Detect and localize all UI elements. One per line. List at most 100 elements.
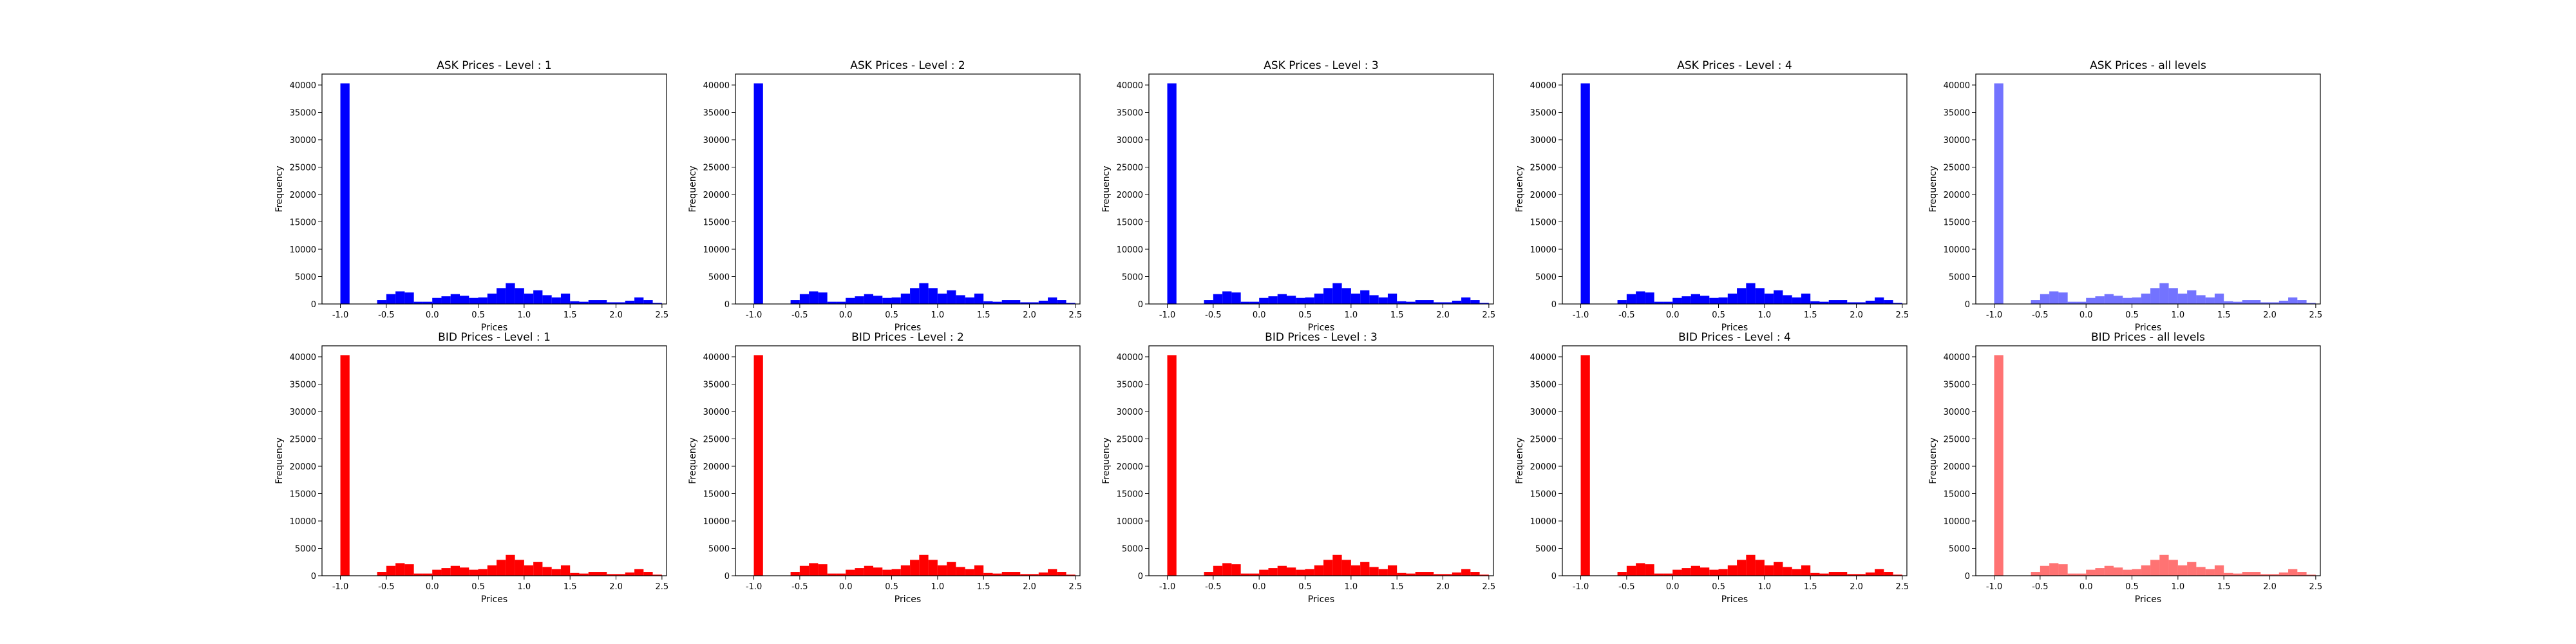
histogram-bar [947,290,956,304]
histogram-bar [2242,300,2251,304]
histogram-bar [846,569,855,576]
x-axis-label: Prices [2135,594,2161,605]
histogram-bar [2233,301,2242,304]
histogram-bar [450,294,460,304]
histogram-bar [1443,574,1452,576]
plot-frame [321,345,667,576]
histogram-bar [928,288,938,304]
histogram-bar [1764,565,1774,576]
y-tick-label: 10000 [1530,245,1557,255]
y-tick-label: 30000 [1944,136,1970,146]
x-tick-label: -0.5 [2032,310,2048,320]
histogram-bar [2214,565,2224,576]
y-tick-label: 5000 [708,273,730,283]
chart-title: BID Prices - all levels [2091,331,2205,344]
histogram-bar [1479,574,1489,576]
histogram-bar [1746,283,1756,304]
histogram-bar [598,572,607,576]
histogram-bar [1847,302,1857,304]
histogram-bar [1654,573,1663,576]
histogram-bar [1268,296,1278,304]
subplot-7: -1.0 -0.5 0.0 0.5 1.0 1.5 2.0 2.5 0 5000 10000 1500… [688,331,1082,605]
histogram-bar [910,288,920,304]
histogram-bar [377,300,386,304]
histogram-bar [1461,569,1471,576]
y-tick-label: 25000 [1530,164,1557,173]
y-tick-label: 40000 [1944,81,1970,91]
histogram-bar [900,565,911,576]
x-tick-label: 0.0 [1666,310,1680,320]
histogram-bar [1580,355,1590,576]
histogram-bar [570,573,580,576]
x-axis-label: Prices [481,594,507,605]
histogram-bar [1369,295,1379,304]
histogram-bar [1249,301,1260,304]
y-tick-label: 40000 [1944,353,1970,363]
y-tick-label: 25000 [1944,435,1970,445]
x-tick-label: 1.0 [1345,582,1358,592]
histogram-bar [2159,554,2169,576]
y-tick-label: 10000 [1944,245,1970,255]
y-tick-label: 5000 [1535,545,1557,554]
histogram-bar [1057,572,1066,576]
histogram-bar [1801,565,1811,576]
histogram-bar [1617,300,1627,304]
histogram-bar [340,83,350,304]
histogram-bar [1378,297,1388,304]
histogram-bar [616,302,625,304]
histogram-bar [2168,288,2178,304]
x-tick-label: 1.5 [1804,582,1817,592]
histogram-bar [588,300,598,304]
histogram-bar [992,573,1002,576]
x-tick-label: -1.0 [746,310,762,320]
y-tick-label: 30000 [1117,136,1143,146]
x-tick-label: 0.0 [839,582,853,592]
histogram-bar [533,562,543,576]
y-axis-label: Frequency [1515,437,1525,484]
histogram-bar [1222,291,1232,304]
histogram-bar [2242,572,2251,576]
histogram-bar [1690,294,1700,304]
histogram-bar [1737,560,1747,576]
histogram-bar [2224,301,2233,304]
histogram-bar [965,297,974,304]
histogram-bar [652,303,662,304]
histogram-bar [2067,573,2077,576]
histogram-bar [1406,573,1416,576]
y-axis-label: Frequency [1101,166,1112,212]
histogram-bar [460,296,469,304]
y-tick-label: 35000 [1944,381,1970,390]
x-tick-label: 2.5 [1482,582,1496,592]
y-tick-label: 5000 [1122,545,1143,554]
histogram-bar [1057,300,1066,304]
y-axis-label: Frequency [688,166,698,212]
y-axis-label: Frequency [274,166,285,212]
y-tick-label: 30000 [703,408,730,417]
x-tick-label: 1.5 [2217,582,2231,592]
histogram-bar [1828,300,1838,304]
y-tick-label: 0 [1965,300,1970,310]
histogram-bar [1305,569,1314,576]
histogram-bar [386,565,396,576]
histogram-bar [919,283,929,304]
histogram-bar [2196,567,2206,576]
histogram-bar [487,293,497,304]
histogram-bar [1470,300,1480,304]
plot-frame [1562,73,1908,305]
subplot-9: -1.0 -0.5 0.0 0.5 1.0 1.5 2.0 2.5 0 5000 10000 1500… [1515,331,1909,605]
histogram-bar [2150,288,2160,304]
histogram-bar [2114,296,2123,304]
histogram-bar [1341,560,1351,576]
histogram-bar [1443,302,1452,304]
x-axis-label: Prices [481,323,507,333]
histogram-bar [1240,301,1250,304]
histogram-bar [1663,573,1673,576]
histogram-bar [1287,567,1296,576]
y-tick-label: 20000 [1117,191,1143,200]
histogram-bar [1690,565,1700,576]
x-tick-label: -0.5 [791,310,808,320]
x-tick-label: 2.5 [2309,582,2323,592]
y-tick-label: 0 [311,572,316,582]
histogram-bar [1792,297,1801,304]
histogram-bar [1626,565,1636,576]
